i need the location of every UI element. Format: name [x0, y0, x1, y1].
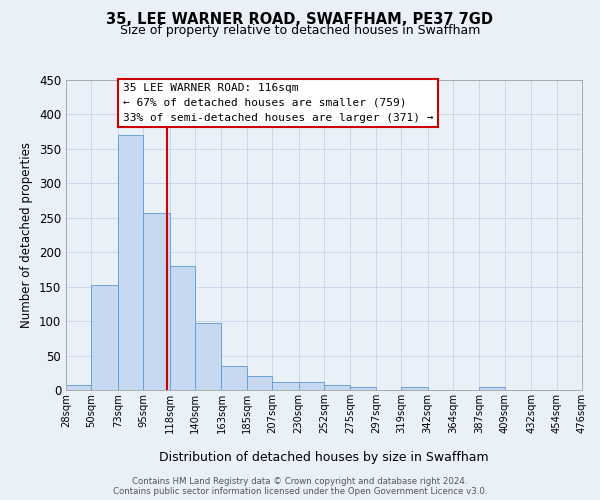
- Bar: [324, 385, 350, 390]
- Bar: [299, 382, 324, 390]
- Bar: [195, 323, 221, 390]
- Text: Contains public sector information licensed under the Open Government Licence v3: Contains public sector information licen…: [113, 486, 487, 496]
- Bar: [143, 213, 170, 390]
- Bar: [118, 135, 143, 390]
- Y-axis label: Number of detached properties: Number of detached properties: [20, 142, 34, 328]
- Bar: [479, 387, 505, 390]
- Bar: [247, 376, 272, 390]
- Bar: [221, 366, 247, 390]
- Bar: [91, 286, 118, 390]
- Text: Size of property relative to detached houses in Swaffham: Size of property relative to detached ho…: [120, 24, 480, 37]
- Bar: [350, 387, 376, 390]
- Text: 35 LEE WARNER ROAD: 116sqm
← 67% of detached houses are smaller (759)
33% of sem: 35 LEE WARNER ROAD: 116sqm ← 67% of deta…: [123, 83, 433, 122]
- Bar: [66, 385, 91, 390]
- Text: 35, LEE WARNER ROAD, SWAFFHAM, PE37 7GD: 35, LEE WARNER ROAD, SWAFFHAM, PE37 7GD: [107, 12, 493, 28]
- Bar: [272, 382, 299, 390]
- Bar: [401, 387, 428, 390]
- Bar: [170, 266, 195, 390]
- Text: Contains HM Land Registry data © Crown copyright and database right 2024.: Contains HM Land Registry data © Crown c…: [132, 476, 468, 486]
- Text: Distribution of detached houses by size in Swaffham: Distribution of detached houses by size …: [159, 451, 489, 464]
